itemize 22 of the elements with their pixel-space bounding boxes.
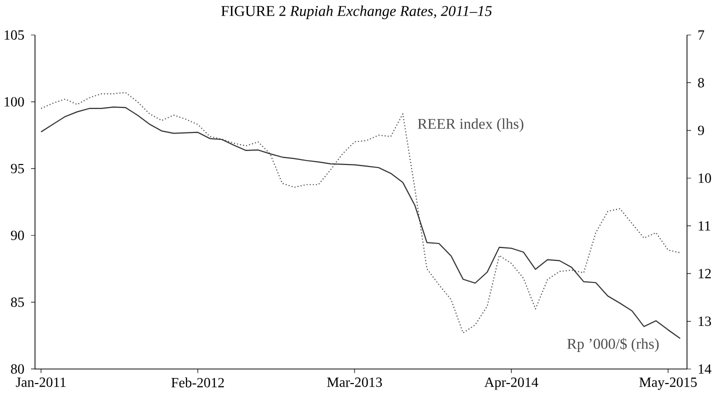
y-tick-label: 100 — [4, 97, 24, 107]
x-tick-label: Apr-2014 — [484, 378, 538, 390]
y2-tick-label: 14 — [698, 364, 712, 374]
y2-tick-label: 8 — [698, 78, 704, 88]
y2-tick-label: 12 — [698, 268, 711, 278]
chart-title: FIGURE 2 Rupiah Exchange Rates, 2011–15 — [221, 6, 492, 20]
series-label: REER index (lhs) — [418, 118, 524, 132]
y2-tick-label: 10 — [698, 173, 711, 183]
x-tick-label: May-2015 — [639, 378, 697, 390]
y2-tick-label: 11 — [698, 221, 710, 230]
y2-tick-label: 9 — [698, 126, 704, 136]
x-tick-label: Jan-2011 — [16, 378, 66, 387]
y-tick-label: 90 — [10, 230, 24, 240]
series-label: Rp ’000/$ (rhs) — [567, 338, 659, 352]
y-tick-label: 95 — [10, 164, 24, 174]
y-tick-label: 85 — [11, 297, 24, 307]
y2-tick-label: 13 — [698, 316, 711, 326]
x-tick-label: Feb-2012 — [171, 378, 224, 388]
x-tick-label: Mar-2013 — [327, 378, 382, 387]
y2-tick-label: 7 — [698, 30, 704, 40]
y-tick-label: 80 — [11, 364, 24, 374]
y-tick-label: 105 — [4, 30, 24, 40]
